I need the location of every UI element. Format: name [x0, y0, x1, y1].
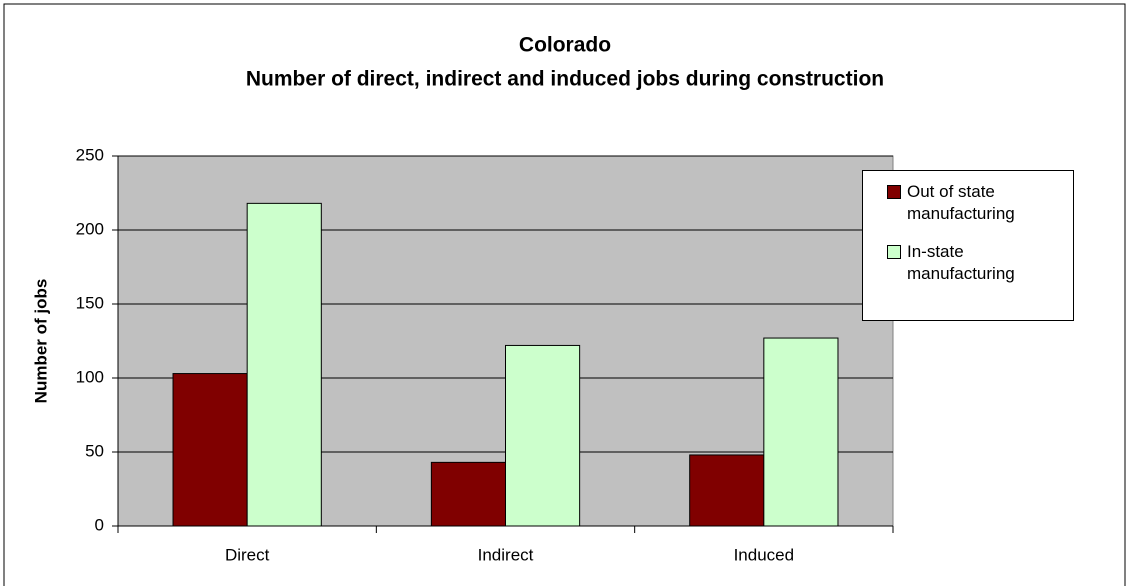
bar — [689, 454, 765, 527]
bar — [763, 337, 839, 527]
y-tick-label: 150 — [76, 293, 104, 312]
chart-subtitle: Number of direct, indirect and induced j… — [246, 68, 884, 91]
bar — [505, 344, 581, 527]
chart-title: Colorado — [519, 34, 611, 57]
y-tick-label: 0 — [95, 515, 104, 534]
legend-label: Out of state manufacturing — [907, 182, 1015, 223]
legend-swatch — [887, 185, 901, 199]
y-tick-label: 200 — [76, 219, 104, 238]
bar — [246, 202, 322, 527]
legend-label: In-state manufacturing — [907, 242, 1015, 283]
y-tick-label: 250 — [76, 145, 104, 164]
bar — [172, 373, 248, 527]
y-axis-label: Number of jobs — [31, 279, 50, 404]
x-tick-label: Induced — [734, 545, 795, 564]
legend-entry: In-state manufacturing — [871, 241, 1065, 285]
legend: Out of state manufacturing In-state manuf… — [862, 170, 1074, 321]
x-tick-label: Indirect — [478, 545, 534, 564]
y-tick-label: 100 — [76, 367, 104, 386]
legend-swatch — [887, 245, 901, 259]
legend-entry: Out of state manufacturing — [871, 181, 1065, 225]
y-tick-label: 50 — [85, 441, 104, 460]
bar — [430, 461, 507, 527]
x-tick-label: Direct — [225, 545, 270, 564]
